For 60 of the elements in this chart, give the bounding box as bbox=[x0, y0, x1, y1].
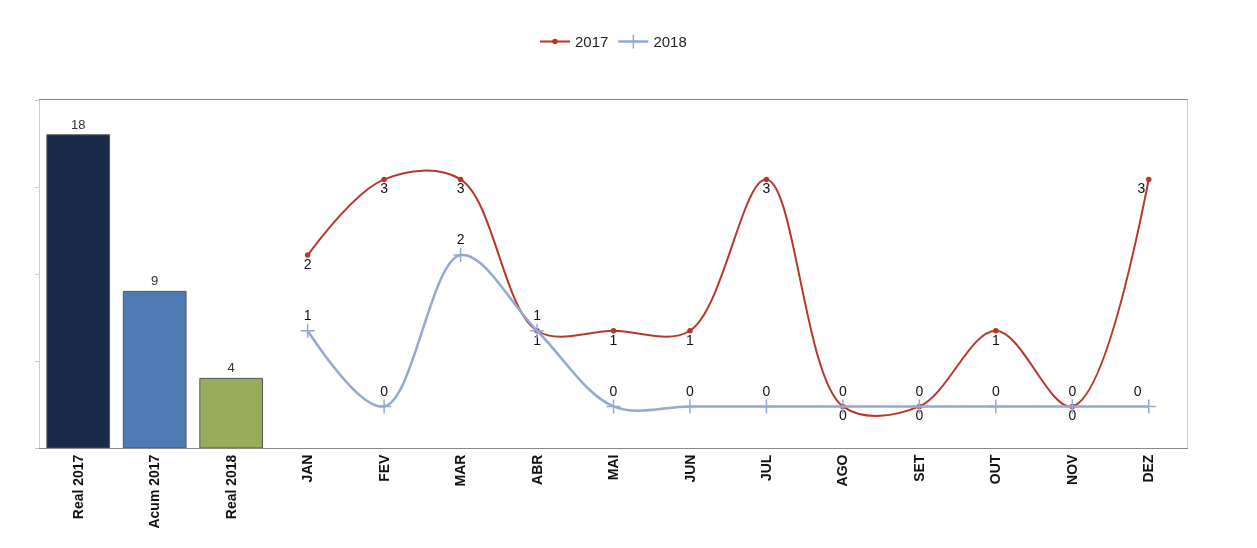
point bbox=[763, 176, 770, 183]
data-label: 0 bbox=[915, 407, 924, 424]
data-label: 3 bbox=[380, 180, 389, 197]
x-tick-label: JUN bbox=[681, 454, 698, 483]
data-label: 2 bbox=[456, 231, 465, 248]
point bbox=[304, 252, 311, 258]
x-tick-label: AGO bbox=[834, 454, 851, 487]
legend-label: 2018 bbox=[653, 33, 687, 51]
point bbox=[610, 327, 617, 334]
x-tick-label: MAR bbox=[452, 454, 469, 487]
x-tick-label: Real 2017 bbox=[69, 454, 86, 520]
data-label: 0 bbox=[762, 382, 771, 399]
x-tick-label: JUL bbox=[757, 454, 774, 482]
data-label: 0 bbox=[380, 382, 389, 399]
data-label: 0 bbox=[839, 382, 847, 399]
data-label: 1 bbox=[991, 331, 1000, 348]
data-label: 1 bbox=[533, 331, 542, 348]
x-tick-label: SET bbox=[910, 454, 927, 482]
point bbox=[1141, 398, 1157, 415]
data-label: 3 bbox=[1137, 180, 1146, 197]
point bbox=[457, 176, 464, 183]
point bbox=[993, 327, 999, 334]
x-tick-label: MAI bbox=[605, 454, 622, 481]
point bbox=[988, 398, 1004, 415]
x-tick-label: Real 2018 bbox=[222, 454, 239, 520]
point bbox=[452, 247, 469, 263]
x-tick-label: ABR bbox=[528, 454, 545, 485]
data-label: 3 bbox=[456, 180, 465, 197]
point bbox=[758, 398, 775, 415]
data-label: 1 bbox=[686, 331, 695, 348]
data-label: 1 bbox=[303, 306, 312, 323]
point bbox=[381, 176, 387, 183]
point bbox=[1146, 176, 1152, 183]
point bbox=[299, 322, 316, 339]
data-label: 18 bbox=[71, 116, 86, 132]
data-label: 0 bbox=[915, 382, 924, 399]
x-tick-label: FEV bbox=[375, 453, 392, 482]
data-label: 2 bbox=[303, 256, 312, 273]
data-label: 0 bbox=[686, 382, 695, 399]
x-tick-label: Acum 2017 bbox=[146, 454, 163, 529]
point bbox=[682, 398, 698, 415]
data-label: 3 bbox=[762, 180, 771, 197]
x-tick-label: JAN bbox=[299, 454, 316, 483]
point bbox=[687, 327, 693, 334]
data-label: 0 bbox=[1068, 407, 1077, 424]
point bbox=[376, 398, 392, 415]
data-label: 0 bbox=[991, 382, 1000, 399]
data-label: 0 bbox=[609, 382, 618, 399]
data-label: 0 bbox=[839, 407, 847, 424]
x-tick-label: NOV bbox=[1063, 453, 1080, 485]
data-label: 0 bbox=[1133, 382, 1142, 399]
data-label: 9 bbox=[151, 273, 159, 289]
point bbox=[605, 398, 622, 415]
data-label: 4 bbox=[227, 360, 235, 376]
data-label: 0 bbox=[1068, 382, 1077, 399]
x-tick-label: DEZ bbox=[1140, 454, 1157, 483]
data-label: 1 bbox=[609, 331, 618, 348]
legend-label: 2017 bbox=[575, 33, 609, 51]
data-label: 1 bbox=[533, 306, 542, 323]
x-tick-label: OUT bbox=[987, 454, 1004, 485]
